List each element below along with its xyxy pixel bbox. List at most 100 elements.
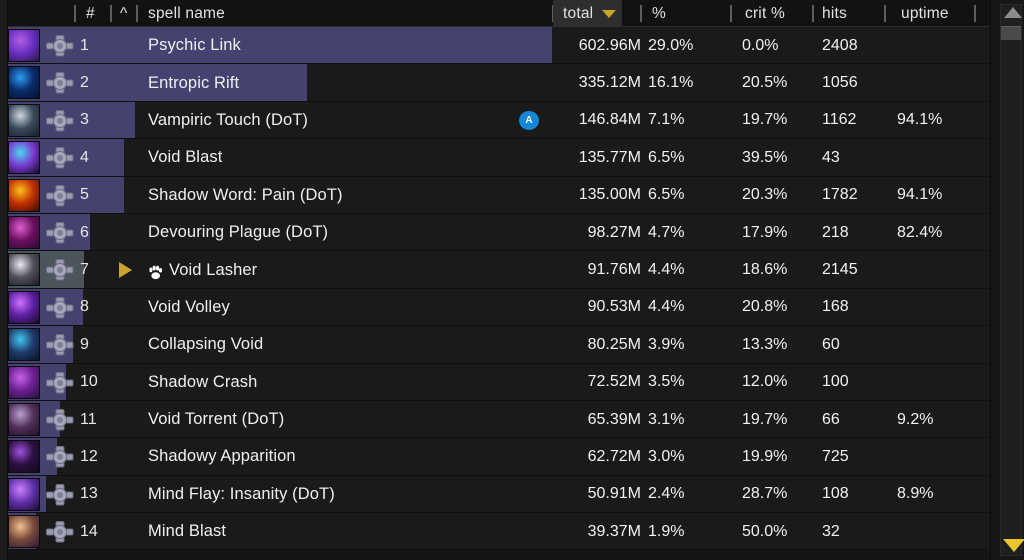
cell-hits: 2408 [822, 36, 858, 54]
dpad-crosshair-icon[interactable] [46, 35, 74, 57]
row-rank: 2 [80, 74, 89, 92]
column-separator[interactable] [110, 5, 112, 22]
dpad-crosshair-icon[interactable] [46, 109, 74, 132]
column-header-rank[interactable]: # [86, 0, 95, 27]
table-row[interactable]: 9 Collapsing Void 80.25M 3.9% 13.3% 60 [0, 326, 990, 364]
void-lasher-pet-icon[interactable] [8, 253, 40, 287]
table-row[interactable]: 14 Mind Blast 39.37M 1.9% 50.0% 32 [0, 513, 990, 551]
cell-hits: 2145 [822, 261, 858, 279]
dpad-crosshair-icon[interactable] [46, 259, 74, 281]
cell-uptime: 8.9% [897, 485, 934, 503]
left-gutter [0, 0, 8, 560]
cell-crit-percent: 19.7% [742, 111, 788, 129]
dpad-crosshair-icon[interactable] [46, 446, 74, 468]
void-blast-icon[interactable] [8, 141, 40, 175]
column-header-pct[interactable]: % [652, 0, 666, 27]
devouring-plague-icon[interactable] [8, 215, 40, 249]
dpad-crosshair-icon[interactable] [46, 408, 74, 431]
row-rank: 14 [80, 522, 98, 540]
column-header-label: uptime [901, 4, 949, 22]
dpad-crosshair-icon[interactable] [46, 221, 74, 244]
cell-crit-percent: 39.5% [742, 148, 788, 166]
table-row[interactable]: 12 Shadowy Apparition 62.72M 3.0% 19.9% 725 [0, 438, 990, 476]
column-separator[interactable] [974, 5, 976, 22]
cell-crit-percent: 19.7% [742, 410, 788, 428]
table-row[interactable]: 3 Vampiric Touch (DoT) A 146.84M 7.1% 19.7% 11… [0, 101, 990, 140]
table-row[interactable]: 10 Shadow Crash 72.52M 3.5% 12.0% 100 [0, 363, 990, 401]
table-row[interactable]: 13 Mind Flay: Insanity (DoT) 50.91M 2.4% 28.… [0, 475, 990, 514]
mind-blast-icon[interactable] [8, 515, 40, 549]
table-row[interactable]: 8 Void Volley 90.53M 4.4% 20.8% 168 [0, 288, 990, 327]
psychic-link-icon[interactable] [8, 29, 40, 62]
spell-name: Void Torrent (DoT) [148, 401, 284, 438]
table-row[interactable]: 1 Psychic Link 602.96M 29.0% 0.0% 2408 [0, 27, 990, 65]
cell-uptime: 9.2% [897, 410, 934, 428]
row-rank: 9 [80, 335, 89, 353]
mind-flay-insanity-icon[interactable] [8, 477, 40, 511]
cell-total: 65.39M [587, 410, 641, 428]
void-torrent-icon[interactable] [8, 402, 40, 436]
cell-crit-percent: 50.0% [742, 522, 788, 540]
scrollbar-thumb[interactable] [1001, 26, 1021, 40]
scroll-down-arrow-icon[interactable] [1003, 539, 1024, 552]
row-rank: 1 [80, 36, 89, 54]
cell-percent: 16.1% [648, 74, 694, 92]
row-rank: 6 [80, 223, 89, 241]
dpad-crosshair-icon[interactable] [46, 521, 74, 543]
scroll-up-arrow-icon[interactable] [1004, 7, 1022, 18]
table-row[interactable]: 2 Entropic Rift 335.12M 16.1% 20.5% 1056 [0, 64, 990, 102]
column-header-total[interactable]: total [553, 0, 623, 27]
spell-name-label: Void Lasher [169, 260, 258, 279]
row-rank: 4 [80, 148, 89, 166]
table-row[interactable]: 5 Shadow Word: Pain (DoT) 135.00M 6.5% 20.3%… [0, 176, 990, 214]
shadow-word-pain-icon[interactable] [8, 178, 40, 212]
vertical-scrollbar[interactable] [990, 0, 1024, 560]
entropic-rift-icon[interactable] [8, 66, 40, 100]
collapsing-void-icon[interactable] [8, 328, 40, 362]
column-separator[interactable] [640, 5, 642, 22]
dpad-crosshair-icon[interactable] [46, 296, 74, 319]
column-header-name[interactable]: spell name [148, 0, 225, 27]
expand-arrow-icon[interactable] [119, 262, 132, 279]
void-volley-icon[interactable] [8, 290, 40, 324]
sort-descending-triangle-icon[interactable] [602, 9, 617, 18]
spell-name-label: Mind Flay: Insanity (DoT) [148, 484, 335, 503]
dpad-crosshair-icon[interactable] [46, 371, 74, 394]
table-row[interactable]: 4 Void Blast 135.77M 6.5% 39.5% 43 [0, 139, 990, 177]
table-row[interactable]: 11 Void Torrent (DoT) 65.39M 3.1% 19.7% 66 9.2… [0, 400, 990, 439]
spell-name: Shadowy Apparition [148, 438, 296, 475]
shadowy-apparition-icon[interactable] [8, 440, 40, 474]
column-separator[interactable] [74, 5, 76, 22]
column-header-sort[interactable]: ^ [120, 0, 127, 27]
column-separator[interactable] [884, 5, 886, 22]
table-row[interactable]: 7 Void Lasher 91.76M 4.4% 18.6% 2145 [0, 251, 990, 289]
column-header-crit[interactable]: crit % [745, 0, 785, 27]
cell-hits: 1056 [822, 74, 858, 92]
dpad-crosshair-icon[interactable] [46, 483, 74, 506]
spell-list[interactable]: 1 Psychic Link 602.96M 29.0% 0.0% 2408 2 Entrop… [0, 27, 990, 560]
table-row[interactable]: 6 Devouring Plague (DoT) 98.27M 4.7% 17.9% 21… [0, 213, 990, 252]
dpad-crosshair-icon[interactable] [46, 184, 74, 207]
column-separator[interactable] [136, 5, 138, 22]
column-header-uptime[interactable]: uptime [901, 0, 949, 27]
status-badge[interactable]: A [519, 111, 539, 131]
cell-total: 62.72M [587, 447, 641, 465]
dpad-crosshair-icon[interactable] [46, 147, 74, 169]
row-rank: 8 [80, 298, 89, 316]
shadow-crash-icon[interactable] [8, 365, 40, 399]
cell-hits: 1782 [822, 186, 858, 204]
cell-total: 98.27M [587, 223, 641, 241]
spell-name: Void Volley [148, 289, 230, 326]
spell-name: Collapsing Void [148, 326, 263, 363]
spell-name-label: Shadow Crash [148, 372, 258, 391]
vampiric-touch-icon[interactable] [8, 103, 40, 137]
column-header-hits[interactable]: hits [822, 0, 847, 27]
dpad-crosshair-icon[interactable] [46, 334, 74, 356]
column-separator[interactable] [730, 5, 732, 22]
column-separator[interactable] [812, 5, 814, 22]
dpad-crosshair-icon[interactable] [46, 72, 74, 94]
scrollbar-track[interactable] [1000, 4, 1022, 556]
spell-name-label: Devouring Plague (DoT) [148, 223, 329, 242]
cell-total: 91.76M [587, 261, 641, 279]
